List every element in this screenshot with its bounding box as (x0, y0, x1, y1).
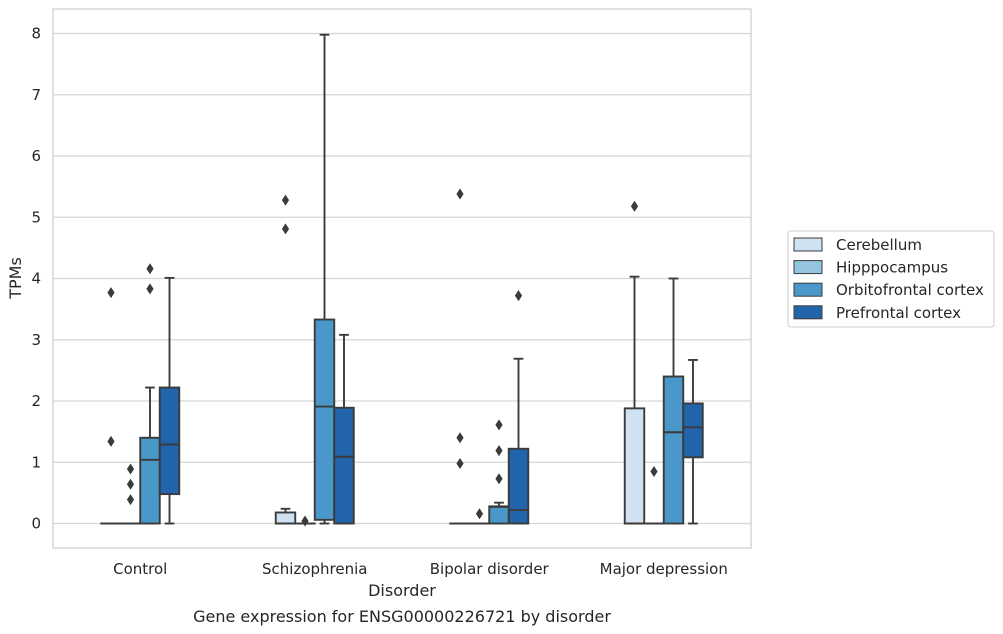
figure-caption: Gene expression for ENSG00000226721 by d… (193, 607, 611, 626)
y-tick-label: 4 (31, 270, 41, 288)
box-2-0 (139, 263, 161, 525)
box (313, 318, 336, 521)
outlier-point (475, 508, 484, 520)
legend-swatch (793, 305, 823, 320)
box (488, 505, 510, 525)
x-tick-label: Bipolar disorder (430, 560, 550, 578)
y-tick-label: 5 (31, 208, 41, 226)
box (333, 406, 355, 525)
box-groups (100, 33, 704, 527)
outlier-point (456, 188, 464, 200)
outlier-point (514, 290, 523, 302)
y-axis-ticks: 0 1 2 3 4 5 6 7 8 (31, 25, 41, 533)
box-1-1 (294, 515, 316, 527)
box-3-3 (682, 359, 704, 525)
outlier-point (146, 283, 154, 295)
box-0-1 (274, 194, 297, 525)
box-3-2 (507, 290, 530, 525)
legend-swatch (793, 282, 823, 297)
box (139, 436, 161, 525)
box-3-1 (333, 333, 355, 525)
outlier-point (126, 494, 135, 506)
outlier-point (495, 419, 503, 431)
outlier-point (281, 194, 290, 206)
outlier-point (146, 263, 154, 275)
legend-label: Orbitofrontal cortex (836, 281, 984, 299)
y-tick-label: 3 (31, 331, 41, 349)
box-0-3 (623, 200, 646, 525)
box (274, 511, 297, 525)
legend-label: Hipppocampus (836, 259, 948, 277)
x-tick-label: Major depression (600, 560, 728, 578)
legend-label: Cerebellum (836, 236, 922, 254)
y-tick-label: 7 (31, 86, 41, 104)
y-axis-title: TPMs (6, 257, 25, 300)
box (158, 386, 181, 496)
box-3-0 (158, 276, 181, 525)
outlier-point (495, 473, 503, 485)
legend-swatch (793, 237, 823, 252)
y-tick-label: 2 (31, 392, 41, 410)
x-axis-title: Disorder (368, 581, 436, 600)
outlier-point (301, 515, 309, 527)
outlier-point (126, 478, 135, 490)
box (682, 402, 704, 459)
legend-label: Prefrontal cortex (836, 304, 961, 322)
outlier-point (107, 287, 115, 299)
box (662, 375, 685, 525)
y-tick-label: 8 (31, 25, 41, 43)
y-tick-label: 6 (31, 147, 41, 165)
outlier-point (126, 463, 135, 475)
outlier-point (495, 445, 503, 457)
x-tick-label: Schizophrenia (262, 560, 367, 578)
y-tick-label: 1 (31, 453, 41, 471)
box (507, 447, 530, 525)
legend-swatch (793, 260, 823, 275)
box (623, 407, 646, 525)
x-axis-ticks: Control Schizophrenia Bipolar disorder Majo… (113, 560, 728, 578)
y-tick-label: 0 (31, 515, 41, 533)
legend-frame (787, 230, 995, 328)
legend: Cerebellum Hipppocampus Orbitofrontal cort… (787, 230, 995, 328)
outlier-point (281, 223, 290, 235)
outlier-point (456, 432, 464, 444)
x-tick-label: Control (113, 560, 167, 578)
outlier-point (630, 200, 639, 212)
outlier-point (650, 465, 658, 477)
outlier-point (456, 457, 464, 469)
outlier-point (107, 435, 115, 447)
